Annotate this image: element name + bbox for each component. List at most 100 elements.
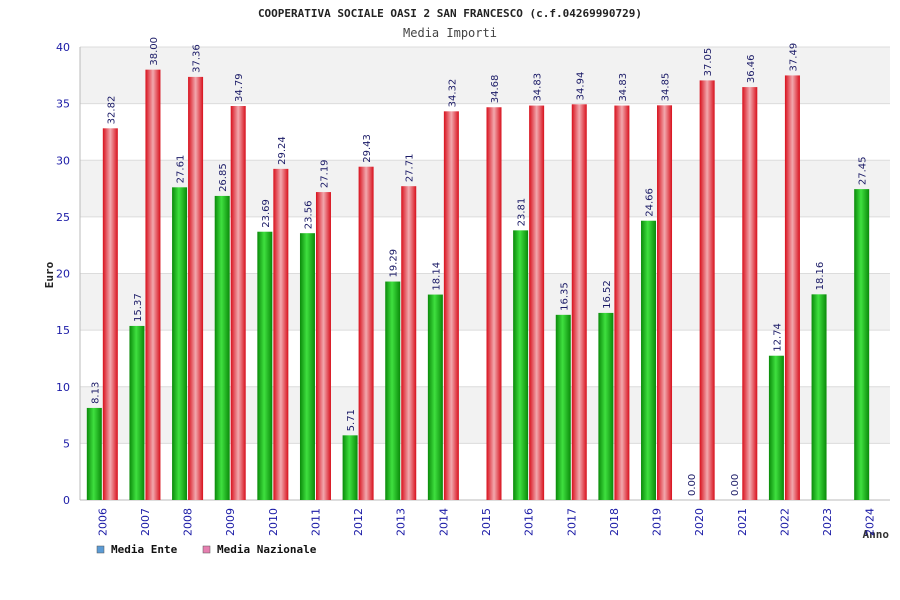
data-label: 34.94	[575, 72, 586, 101]
data-label: 36.46	[746, 54, 757, 83]
data-label: 12.74	[772, 323, 783, 352]
data-label: 27.61	[176, 155, 187, 184]
x-tick-label: 2009	[224, 508, 237, 536]
y-tick-label: 5	[63, 437, 70, 450]
bar-media-ente	[768, 355, 784, 500]
bar-media-nazionale	[145, 69, 161, 501]
y-tick-label: 10	[56, 381, 70, 394]
x-tick-label: 2008	[182, 508, 195, 536]
x-tick-label: 2021	[736, 508, 749, 536]
data-label: 23.69	[261, 199, 272, 228]
data-label: 24.66	[645, 188, 656, 217]
data-label: 0.00	[687, 474, 698, 496]
x-tick-label: 2014	[437, 508, 450, 536]
bar-media-nazionale	[529, 105, 545, 501]
bar-media-nazionale	[657, 105, 673, 500]
bar-media-nazionale	[188, 76, 204, 500]
data-label: 0.00	[730, 474, 741, 496]
y-tick-label: 15	[56, 324, 70, 337]
legend-swatch	[202, 545, 211, 554]
data-label: 34.68	[490, 75, 501, 104]
x-tick-label: 2016	[523, 508, 536, 536]
x-tick-label: 2018	[608, 508, 621, 536]
bar-media-ente	[811, 294, 827, 500]
x-tick-label: 2006	[96, 508, 109, 536]
data-label: 23.56	[303, 201, 314, 230]
bar-media-ente	[641, 220, 657, 500]
data-label: 34.83	[533, 73, 544, 102]
bar-media-ente	[342, 435, 358, 500]
legend-item: Media Nazionale	[202, 543, 317, 556]
bar-media-ente	[86, 407, 102, 500]
data-label: 34.32	[447, 79, 458, 108]
x-tick-label: 2013	[395, 508, 408, 536]
bar-media-ente	[854, 189, 870, 500]
x-axis-label: Anno	[863, 528, 890, 541]
data-label: 34.79	[234, 73, 245, 102]
bar-media-nazionale	[443, 111, 459, 501]
bar-media-nazionale	[273, 168, 289, 500]
data-label: 16.35	[559, 282, 570, 311]
x-tick-label: 2020	[693, 508, 706, 536]
bar-media-ente	[129, 325, 145, 500]
legend: Media Ente Media Nazionale	[96, 543, 317, 556]
data-label: 37.49	[788, 43, 799, 72]
data-label: 27.45	[858, 156, 869, 185]
bar-media-ente	[598, 312, 614, 500]
data-label: 27.71	[405, 154, 416, 183]
y-tick-label: 35	[56, 98, 70, 111]
data-label: 18.16	[815, 262, 826, 291]
x-tick-label: 2015	[480, 508, 493, 536]
data-label: 16.52	[602, 280, 613, 309]
bar-media-nazionale	[614, 105, 630, 501]
chart-subtitle: Media Importi	[403, 26, 497, 40]
bar-media-ente	[172, 187, 188, 500]
data-label: 23.81	[517, 198, 528, 227]
data-label: 34.85	[661, 73, 672, 102]
data-label: 37.36	[192, 44, 203, 73]
bar-media-nazionale	[102, 128, 118, 500]
y-tick-label: 30	[56, 154, 70, 167]
bar-media-nazionale	[401, 186, 417, 500]
x-tick-label: 2017	[565, 508, 578, 536]
bar-media-nazionale	[784, 75, 800, 500]
x-tick-label: 2019	[651, 508, 664, 536]
legend-label: Media Nazionale	[217, 543, 317, 556]
data-label: 29.43	[362, 134, 373, 163]
x-tick-label: 2007	[139, 508, 152, 536]
x-tick-label: 2011	[309, 508, 322, 536]
legend-label: Media Ente	[111, 543, 178, 556]
x-tick-label: 2012	[352, 508, 365, 536]
x-tick-label: 2023	[821, 508, 834, 536]
data-label: 34.83	[618, 73, 629, 102]
bar-media-ente	[257, 231, 273, 500]
data-label: 32.82	[106, 96, 117, 125]
y-axis-label: Euro	[43, 261, 56, 288]
bar-media-ente	[214, 195, 230, 500]
legend-item: Media Ente	[96, 543, 178, 556]
bar-media-nazionale	[486, 107, 502, 501]
bar-media-ente	[385, 281, 401, 500]
y-tick-label: 20	[56, 268, 70, 281]
x-tick-label: 2024	[864, 508, 877, 536]
chart-title: COOPERATIVA SOCIALE OASI 2 SAN FRANCESCO…	[258, 7, 642, 20]
data-label: 29.24	[277, 136, 288, 165]
bar-media-nazionale	[699, 80, 715, 500]
x-tick-label: 2022	[778, 508, 791, 536]
data-label: 38.00	[149, 37, 160, 66]
bar-media-nazionale	[230, 106, 246, 501]
bar-media-ente	[427, 294, 443, 500]
data-label: 19.29	[389, 249, 400, 278]
y-tick-label: 25	[56, 211, 70, 224]
data-label: 8.13	[90, 382, 101, 404]
data-label: 27.19	[319, 159, 330, 188]
bar-media-nazionale	[315, 192, 331, 501]
legend-swatch	[96, 545, 105, 554]
bar-media-nazionale	[358, 166, 374, 500]
bar-media-ente	[513, 230, 529, 500]
bar-media-ente	[299, 233, 315, 501]
data-label: 26.85	[218, 163, 229, 192]
data-label: 18.14	[431, 262, 442, 291]
data-label: 15.37	[133, 293, 144, 322]
